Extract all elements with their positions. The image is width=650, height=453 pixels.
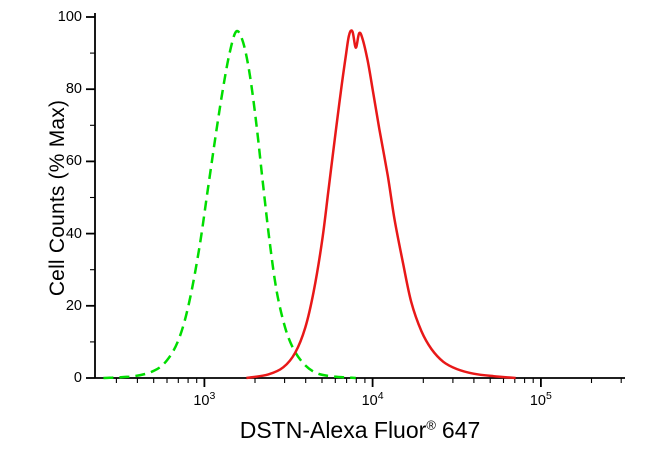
y-tick-label: 60: [65, 153, 82, 170]
registered-trademark-symbol: ®: [426, 417, 436, 433]
x-tick-label: 105: [529, 390, 552, 409]
x-axis-label: DSTN-Alexa Fluor® 647: [95, 417, 625, 444]
y-tick-label: 20: [65, 297, 82, 314]
x-tick-label: 104: [361, 390, 384, 409]
y-tick-label: 80: [65, 81, 82, 98]
y-tick-label: 100: [57, 9, 82, 25]
x-tick-label: 103: [193, 390, 216, 409]
x-axis-label-text: DSTN-Alexa Fluor: [239, 417, 427, 443]
y-axis-label: Cell Counts (% Max): [46, 99, 69, 297]
y-tick-label: 40: [65, 225, 82, 242]
x-axis-label-suffix: 647: [441, 417, 481, 443]
y-tick-label: 0: [73, 370, 82, 386]
